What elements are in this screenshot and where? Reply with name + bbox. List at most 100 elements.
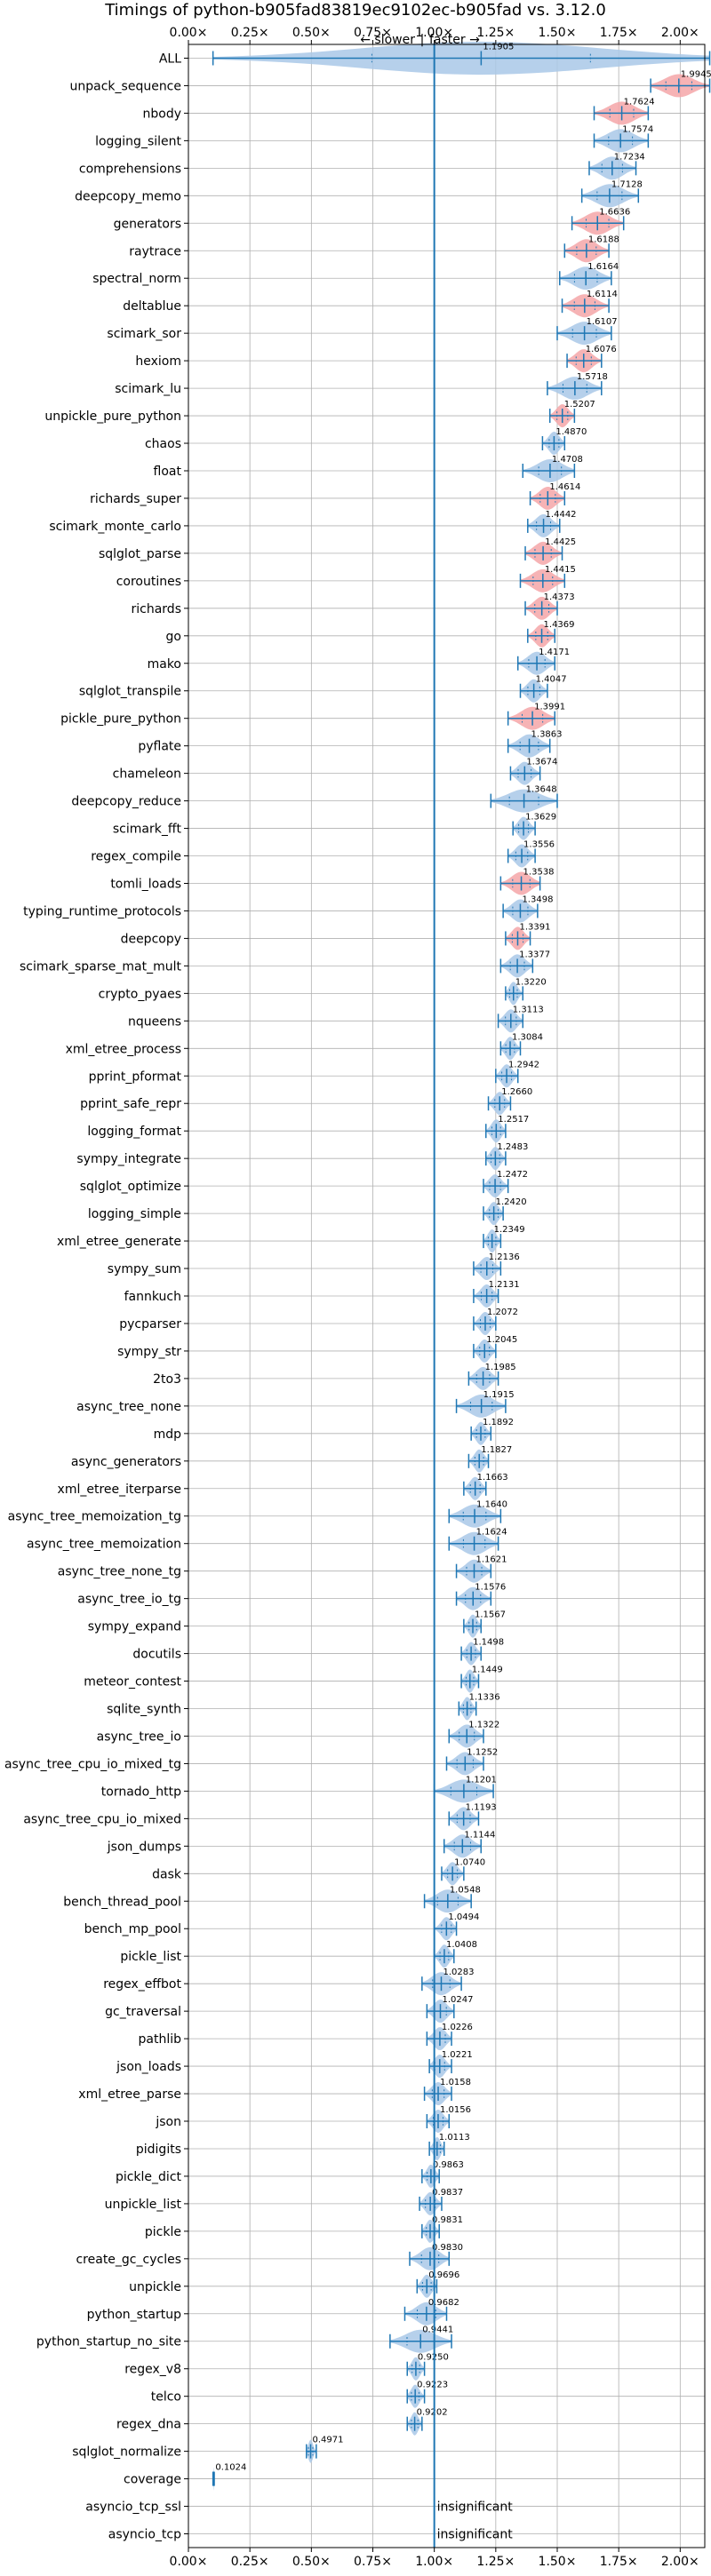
value-label: 1.1336: [469, 1693, 500, 1703]
value-label: 1.1621: [476, 1555, 507, 1565]
category-label: generators: [114, 217, 181, 231]
category-label: sympy_str: [117, 1345, 181, 1359]
category-label: logging_silent: [95, 134, 181, 148]
value-label: 1.6188: [588, 235, 619, 244]
value-label: 0.9837: [432, 2188, 463, 2198]
value-label: 0.4971: [313, 2436, 344, 2445]
value-label: 1.1201: [466, 1775, 497, 1785]
category-label: regex_effbot: [103, 1977, 181, 1992]
value-label: 0.9682: [428, 2298, 459, 2308]
category-label: scimark_monte_carlo: [49, 520, 181, 534]
value-label: 0.9830: [432, 2243, 463, 2253]
category-label: deepcopy_memo: [75, 189, 181, 203]
value-label: 1.0740: [454, 1857, 485, 1867]
value-label: 1.0408: [446, 1940, 477, 1950]
whiskers: [212, 51, 711, 2486]
x-tick-label-bottom: 0.25×: [231, 2555, 269, 2569]
value-label: 1.1663: [477, 1473, 508, 1483]
x-tick-label-bottom: 1.00×: [415, 2555, 453, 2569]
category-label: sqlglot_normalize: [72, 2445, 181, 2460]
category-label: comprehensions: [79, 162, 181, 176]
value-label: 1.0156: [440, 2105, 471, 2115]
category-label: chaos: [145, 437, 181, 451]
x-tick-label-top: 0.50×: [292, 26, 331, 40]
value-label: 0.9863: [433, 2160, 464, 2170]
category-label: richards: [132, 602, 182, 616]
category-label: meteor_contest: [84, 1675, 181, 1690]
value-label: 1.3674: [526, 758, 557, 767]
category-label: xml_etree_iterparse: [58, 1483, 181, 1497]
direction-annotation: ← slower | faster →: [360, 33, 480, 47]
value-label: 1.0113: [439, 2133, 470, 2143]
value-label: 1.7128: [611, 179, 643, 189]
x-tick-label-bottom: 1.50×: [539, 2555, 577, 2569]
value-label: 1.3391: [519, 922, 550, 932]
value-label: 1.3498: [522, 894, 553, 904]
category-label: scimark_lu: [115, 382, 181, 396]
value-label: 1.5718: [577, 372, 608, 382]
category-label: regex_dna: [116, 2418, 181, 2432]
category-label: xml_etree_generate: [57, 1235, 181, 1249]
category-label: async_tree_memoization: [27, 1538, 181, 1552]
category-label: mdp: [154, 1427, 182, 1442]
category-label: tornado_http: [101, 1785, 181, 1799]
direction-slower-label: ← slower: [360, 33, 415, 47]
value-label: 1.6076: [586, 345, 617, 354]
category-label: deepcopy_reduce: [71, 795, 181, 809]
category-label: sympy_integrate: [76, 1152, 181, 1166]
value-label: 1.3629: [525, 813, 556, 823]
value-label: 1.1892: [483, 1418, 514, 1427]
value-label: 1.2131: [489, 1280, 520, 1290]
x-tick-label-bottom: 2.00×: [661, 2555, 699, 2569]
category-label: scimark_sor: [107, 327, 181, 341]
value-label: 0.9441: [422, 2326, 453, 2335]
value-label: 1.3863: [531, 730, 563, 740]
category-label: coverage: [124, 2473, 181, 2487]
value-label: 1.4425: [545, 537, 576, 547]
value-label: 0.1024: [215, 2463, 246, 2473]
value-label: 1.2483: [497, 1142, 528, 1152]
category-label: ALL: [159, 52, 181, 66]
category-label: async_tree_memoization_tg: [8, 1510, 181, 1524]
x-tick-label-bottom: 1.75×: [600, 2555, 638, 2569]
category-label: nqueens: [128, 1014, 181, 1029]
category-label: pidigits: [136, 2143, 181, 2157]
category-label: scimark_sparse_mat_mult: [20, 959, 181, 974]
category-label: typing_runtime_protocols: [23, 904, 181, 918]
direction-separator: |: [420, 33, 425, 47]
value-label: 1.0158: [440, 2078, 471, 2087]
category-label: sqlglot_parse: [99, 547, 181, 561]
category-label: go: [166, 630, 181, 644]
plot-frame: [188, 44, 706, 2548]
value-label: 1.6636: [599, 207, 630, 217]
value-label: 1.1449: [472, 1666, 503, 1675]
category-label: gc_traversal: [105, 2005, 181, 2019]
category-label: unpickle_pure_python: [44, 409, 181, 424]
category-label: deltablue: [123, 299, 181, 314]
category-label: regex_compile: [91, 850, 181, 864]
category-label: mako: [148, 657, 181, 672]
value-label: 1.4415: [545, 565, 576, 575]
value-label: 1.3556: [523, 840, 555, 850]
category-label: pickle_pure_python: [60, 712, 181, 727]
value-label: 1.2942: [508, 1060, 539, 1069]
category-label: nbody: [143, 107, 182, 121]
chart-title: Timings of python-b905fad83819ec9102ec-b…: [104, 1, 606, 20]
category-label: telco: [151, 2390, 181, 2405]
category-label: raytrace: [129, 244, 181, 258]
value-label: 1.0247: [443, 1995, 474, 2005]
value-label: 1.1915: [483, 1390, 515, 1400]
value-label: 1.3538: [523, 867, 555, 877]
category-label: python_startup: [87, 2308, 181, 2322]
value-label: 1.1144: [464, 1830, 495, 1840]
category-label: pickle_list: [120, 1950, 181, 1964]
value-label: 1.1905: [483, 42, 514, 52]
value-label: 1.2349: [494, 1225, 525, 1235]
insignificant-label: insignificant: [437, 2500, 514, 2515]
category-label: async_tree_io_tg: [77, 1593, 181, 1607]
category-label: scimark_fft: [113, 823, 182, 837]
x-tick-label-bottom: 1.25×: [476, 2555, 515, 2569]
x-tick-label-top: 0.75×: [354, 26, 392, 40]
value-label: 1.1567: [475, 1610, 506, 1620]
